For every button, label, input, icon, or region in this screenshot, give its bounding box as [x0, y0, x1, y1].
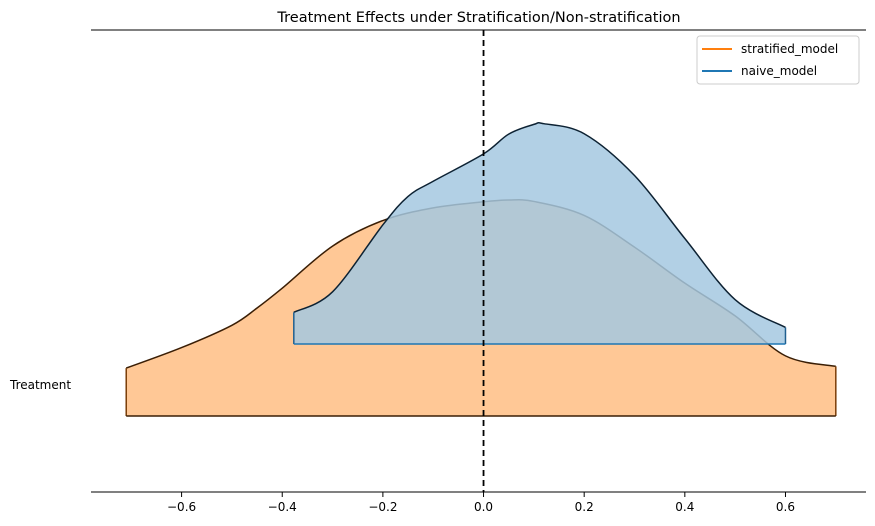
y-category-label: Treatment — [9, 378, 71, 392]
series-layer — [125, 122, 837, 417]
x-ticks: −0.6 −0.4 −0.2 0.0 0.2 0.4 0.6 — [167, 492, 795, 514]
legend: stratified_model naive_model — [696, 35, 860, 85]
x-tick-label: 0.0 — [474, 500, 493, 514]
naive-model-area — [293, 122, 786, 345]
legend-label-stratified: stratified_model — [741, 42, 838, 56]
x-tick-label: 0.2 — [575, 500, 594, 514]
x-tick-label: −0.2 — [368, 500, 397, 514]
chart-title: Treatment Effects under Stratification/N… — [276, 10, 680, 26]
naive-model-curve — [293, 122, 786, 329]
legend-box — [696, 35, 860, 85]
x-tick-label: −0.6 — [167, 500, 196, 514]
x-tick-label: 0.4 — [675, 500, 694, 514]
x-tick-label: −0.4 — [268, 500, 297, 514]
x-tick-label: 0.6 — [776, 500, 795, 514]
legend-label-naive: naive_model — [741, 64, 817, 78]
